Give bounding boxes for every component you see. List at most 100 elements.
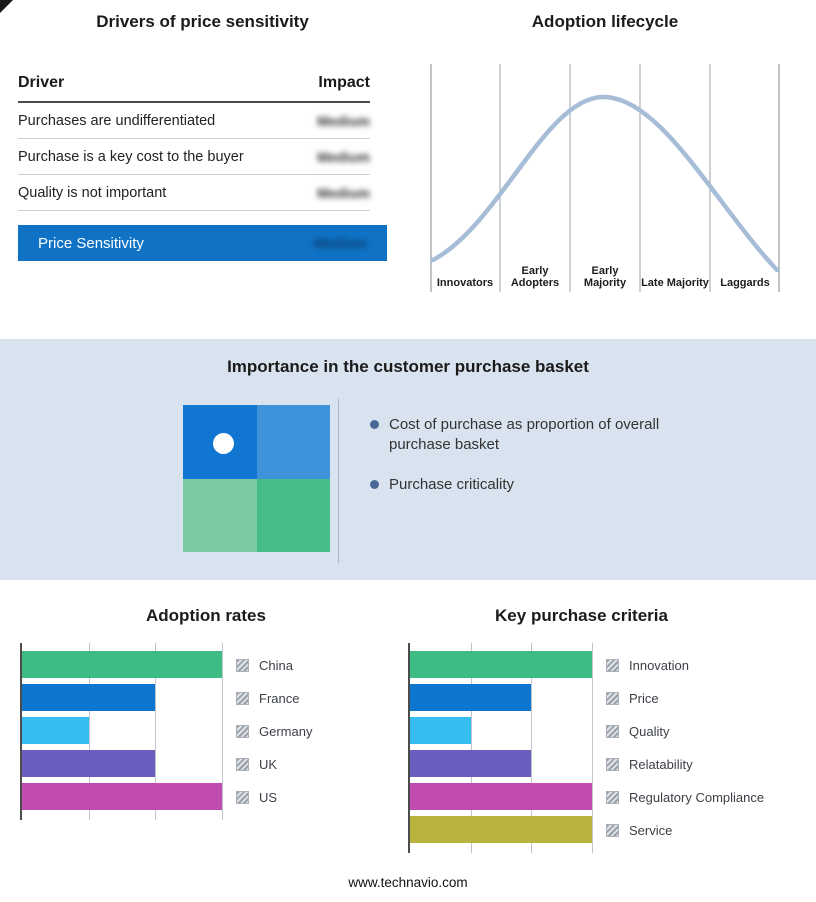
legend-label: France	[259, 691, 300, 706]
bar-row	[410, 750, 592, 777]
bar-row	[22, 684, 222, 711]
legend-label: Service	[629, 823, 673, 838]
gridline	[155, 643, 157, 820]
bar-us	[22, 783, 222, 810]
driver-label: Purchase is a key cost to the buyer	[18, 149, 244, 165]
driver-row: Quality is not important Medium	[18, 175, 370, 211]
quadrant-top-left	[183, 405, 257, 479]
bar-plot	[20, 643, 223, 820]
legend-item: Regulatory Compliance	[606, 784, 764, 811]
basket-panel: Importance in the customer purchase bask…	[0, 339, 816, 580]
driver-row: Purchase is a key cost to the buyer Mediu…	[18, 139, 370, 175]
bar-row	[22, 783, 222, 810]
adoption-rates-chart: Adoption rates China France Germany UK US	[20, 598, 392, 820]
purchase-basket-quadrant	[183, 405, 330, 552]
driver-column-header: Driver	[18, 74, 65, 91]
legend-swatch	[236, 791, 249, 804]
impact-value: Medium	[317, 185, 370, 201]
footer-url: www.technavio.com	[348, 875, 468, 890]
legend-swatch	[606, 824, 619, 837]
position-dot	[213, 433, 234, 454]
bullet-dot	[370, 479, 379, 489]
legend-item: Innovation	[606, 652, 764, 679]
bar-service	[410, 816, 592, 843]
price-sensitivity-bar: Price Sensitivity Medium	[18, 225, 387, 261]
bar-uk	[22, 750, 156, 777]
key-purchase-criteria-chart: Key purchase criteria Innovation Price Qua…	[404, 598, 804, 853]
bar-row	[22, 651, 222, 678]
drivers-table-header: Driver Impact	[18, 74, 370, 103]
stage-label: Early Majority	[583, 264, 627, 290]
legend-label: Relatability	[629, 757, 693, 772]
bar-row	[410, 717, 592, 744]
legend-item: Service	[606, 817, 764, 844]
impact-column-header: Impact	[318, 74, 370, 91]
legend-label: Quality	[629, 724, 670, 739]
impact-value: Medium	[317, 149, 370, 165]
bullet-item: Cost of purchase as proportion of overal…	[370, 415, 661, 455]
legend-label: Price	[629, 691, 659, 706]
legend-item: US	[236, 784, 312, 811]
bell-curve-path	[430, 94, 780, 273]
price-sensitivity-label: Price Sensitivity	[38, 234, 144, 252]
legend-swatch	[606, 791, 619, 804]
legend-item: Germany	[236, 718, 312, 745]
bullet-text: Purchase criticality	[389, 475, 515, 493]
bar-row	[410, 651, 592, 678]
impact-value: Medium	[317, 113, 370, 129]
gridline	[222, 643, 223, 820]
legend-label: Regulatory Compliance	[629, 790, 765, 805]
legend-item: Price	[606, 685, 764, 712]
stage-label: Laggards	[720, 277, 770, 290]
stage-label: Early Adopters	[510, 264, 560, 290]
legend-label: Germany	[259, 724, 313, 739]
quadrant-bottom-left	[183, 478, 257, 552]
bar-row	[22, 750, 222, 777]
corner-mark	[0, 0, 13, 13]
legend-label: UK	[259, 757, 278, 772]
legend-swatch	[606, 659, 619, 672]
legend-swatch	[236, 725, 249, 738]
stage-label: Innovators	[436, 277, 494, 290]
price-sensitivity-value: Medium	[314, 235, 367, 251]
driver-label: Quality is not important	[18, 185, 167, 201]
legend-item: Relatability	[606, 751, 764, 778]
chart-legend: Innovation Price Quality Relatability Regula…	[606, 643, 764, 853]
legend-swatch	[606, 725, 619, 738]
legend-label: China	[259, 658, 293, 673]
stage-labels: Innovators Early Adopters Early Majority La…	[430, 265, 780, 290]
bar-row	[410, 783, 592, 810]
lifecycle-panel: Adoption lifecycle Innovators Early Adopt…	[412, 12, 798, 292]
bar-quality	[410, 717, 471, 744]
bar-china	[22, 651, 222, 678]
gridline	[88, 643, 90, 820]
adoption-rates-title: Adoption rates	[146, 606, 266, 625]
legend-label: Innovation	[629, 658, 689, 673]
basket-bullets: Cost of purchase as proportion of overal…	[370, 415, 661, 515]
legend-swatch	[236, 758, 249, 771]
quadrant-divider	[338, 399, 339, 563]
stage-label: Late Majority	[641, 277, 709, 290]
quadrant-bottom-right	[256, 478, 330, 552]
bar-row	[410, 684, 592, 711]
bar-row	[22, 717, 222, 744]
quadrant-top-right	[256, 405, 330, 479]
bullet-dot	[370, 420, 379, 429]
legend-item: France	[236, 685, 312, 712]
bar-price	[410, 684, 532, 711]
key-purchase-criteria-title: Key purchase criteria	[495, 606, 668, 625]
bar-row	[410, 816, 592, 843]
bar-regulatory-compliance	[410, 783, 592, 810]
legend-swatch	[236, 659, 249, 672]
lifecycle-panel-title: Adoption lifecycle	[531, 12, 679, 31]
legend-swatch	[236, 692, 249, 705]
bar-plot	[408, 643, 593, 853]
bar-germany	[22, 717, 89, 744]
driver-label: Purchases are undifferentiated	[18, 113, 216, 129]
gridline	[531, 643, 533, 853]
drivers-panel-title: Drivers of price sensitivity	[96, 12, 309, 31]
bar-relatability	[410, 750, 532, 777]
bar-france	[22, 684, 156, 711]
drivers-table: Driver Impact Purchases are undifferenti…	[18, 74, 370, 211]
